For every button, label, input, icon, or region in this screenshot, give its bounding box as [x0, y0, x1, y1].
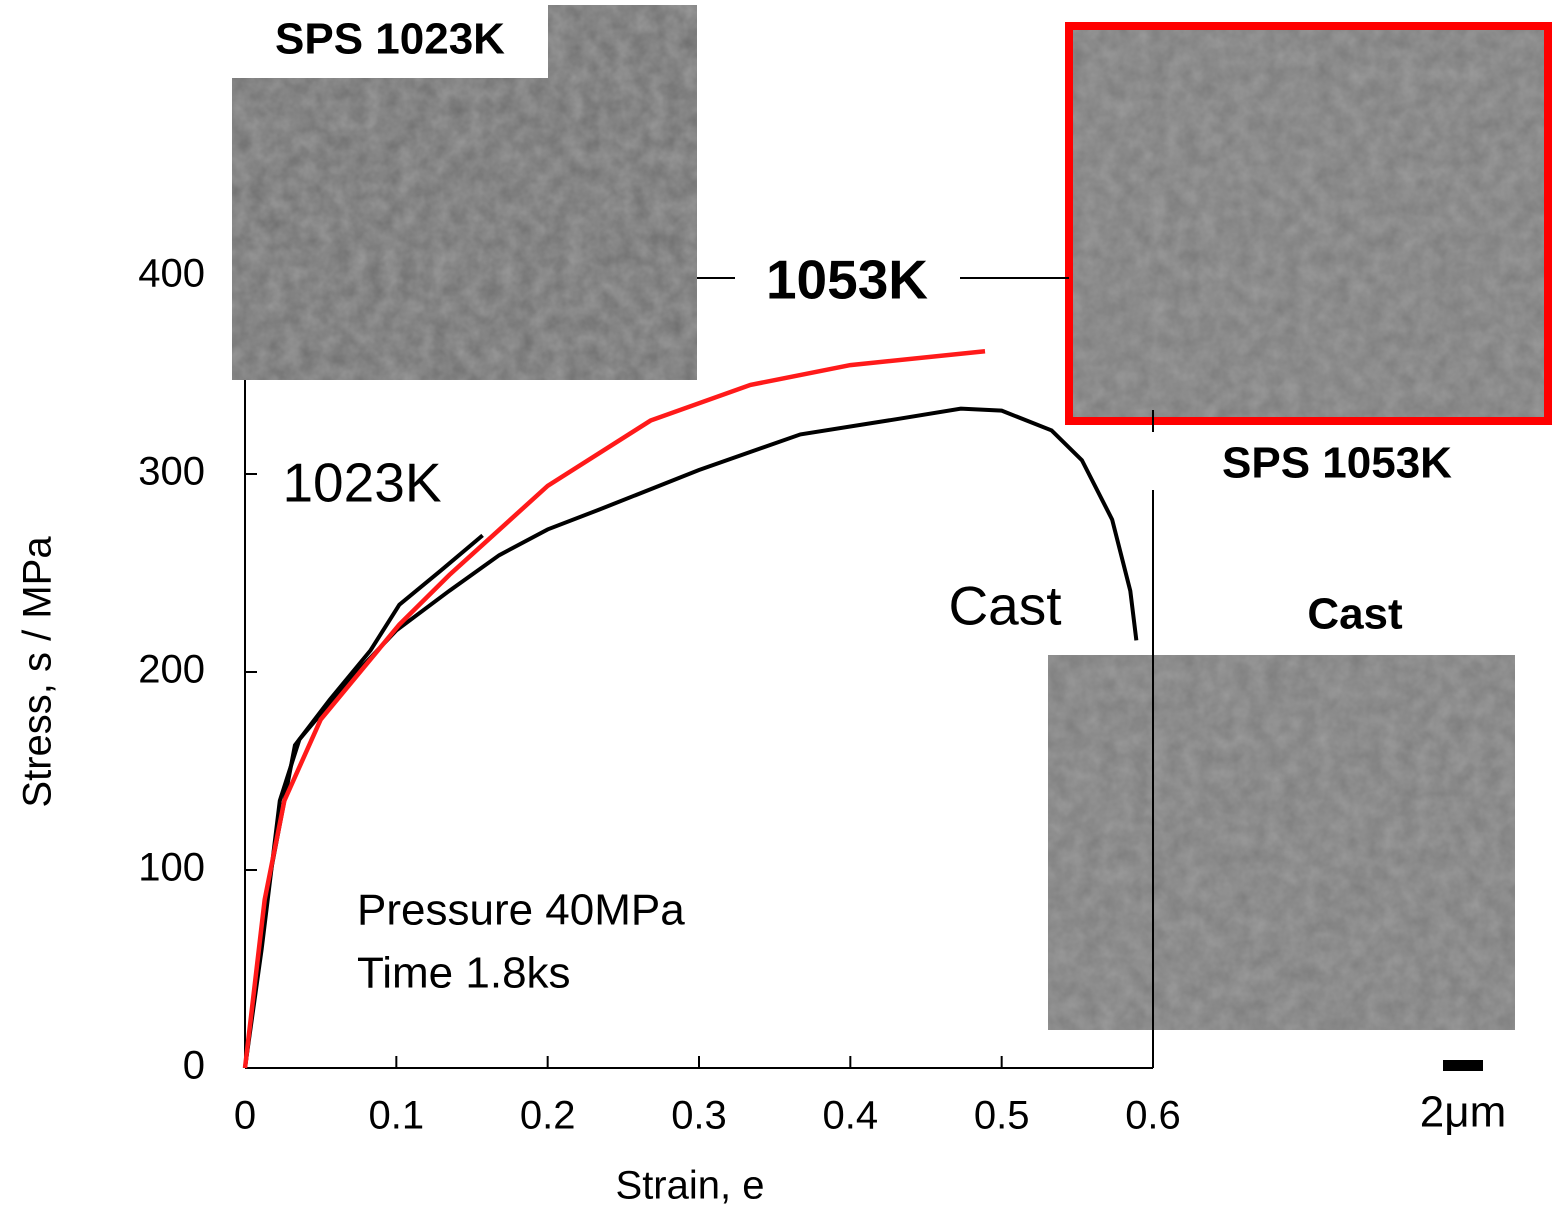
y-tick-label: 100 — [138, 846, 205, 890]
x-axis-label: Strain, e — [616, 1164, 765, 1208]
y-tick-label: 200 — [138, 648, 205, 692]
x-tick-label: 0.5 — [974, 1094, 1030, 1138]
series-label: Cast — [948, 575, 1061, 637]
y-tick-label: 0 — [183, 1044, 205, 1088]
x-tick-label: 0.2 — [520, 1094, 576, 1138]
x-tick-label: 0.4 — [823, 1094, 879, 1138]
sem-image-cast — [1048, 655, 1515, 1030]
annotation: Time 1.8ks — [357, 949, 571, 998]
x-tick-label: 0.3 — [671, 1094, 727, 1138]
sem-image-1053k — [1065, 22, 1552, 425]
plot-area: 0 0.1 0.2 0.3 0.4 0.5 0.6 0 100 200 300 400 — [138, 252, 1181, 1138]
scale-bar — [1443, 1060, 1483, 1071]
series-label: 1053K — [766, 249, 928, 311]
sem-image-1023k — [232, 5, 697, 380]
series-label: 1023K — [282, 452, 441, 514]
annotation: SPS 1023K — [275, 15, 505, 64]
annotation: Cast — [1307, 590, 1403, 639]
y-axis-label: Stress, s / MPa — [16, 536, 60, 808]
annotation: 2μm — [1420, 1088, 1506, 1137]
data-line — [242, 349, 986, 1069]
x-tick-label: 0 — [234, 1094, 256, 1138]
annotation: Pressure 40MPa — [357, 886, 685, 935]
annotation: SPS 1053K — [1222, 439, 1452, 488]
x-tick-label: 0.6 — [1125, 1094, 1181, 1138]
y-tick-label: 300 — [138, 450, 205, 494]
y-tick-label: 400 — [138, 252, 205, 296]
x-tick-label: 0.1 — [369, 1094, 425, 1138]
